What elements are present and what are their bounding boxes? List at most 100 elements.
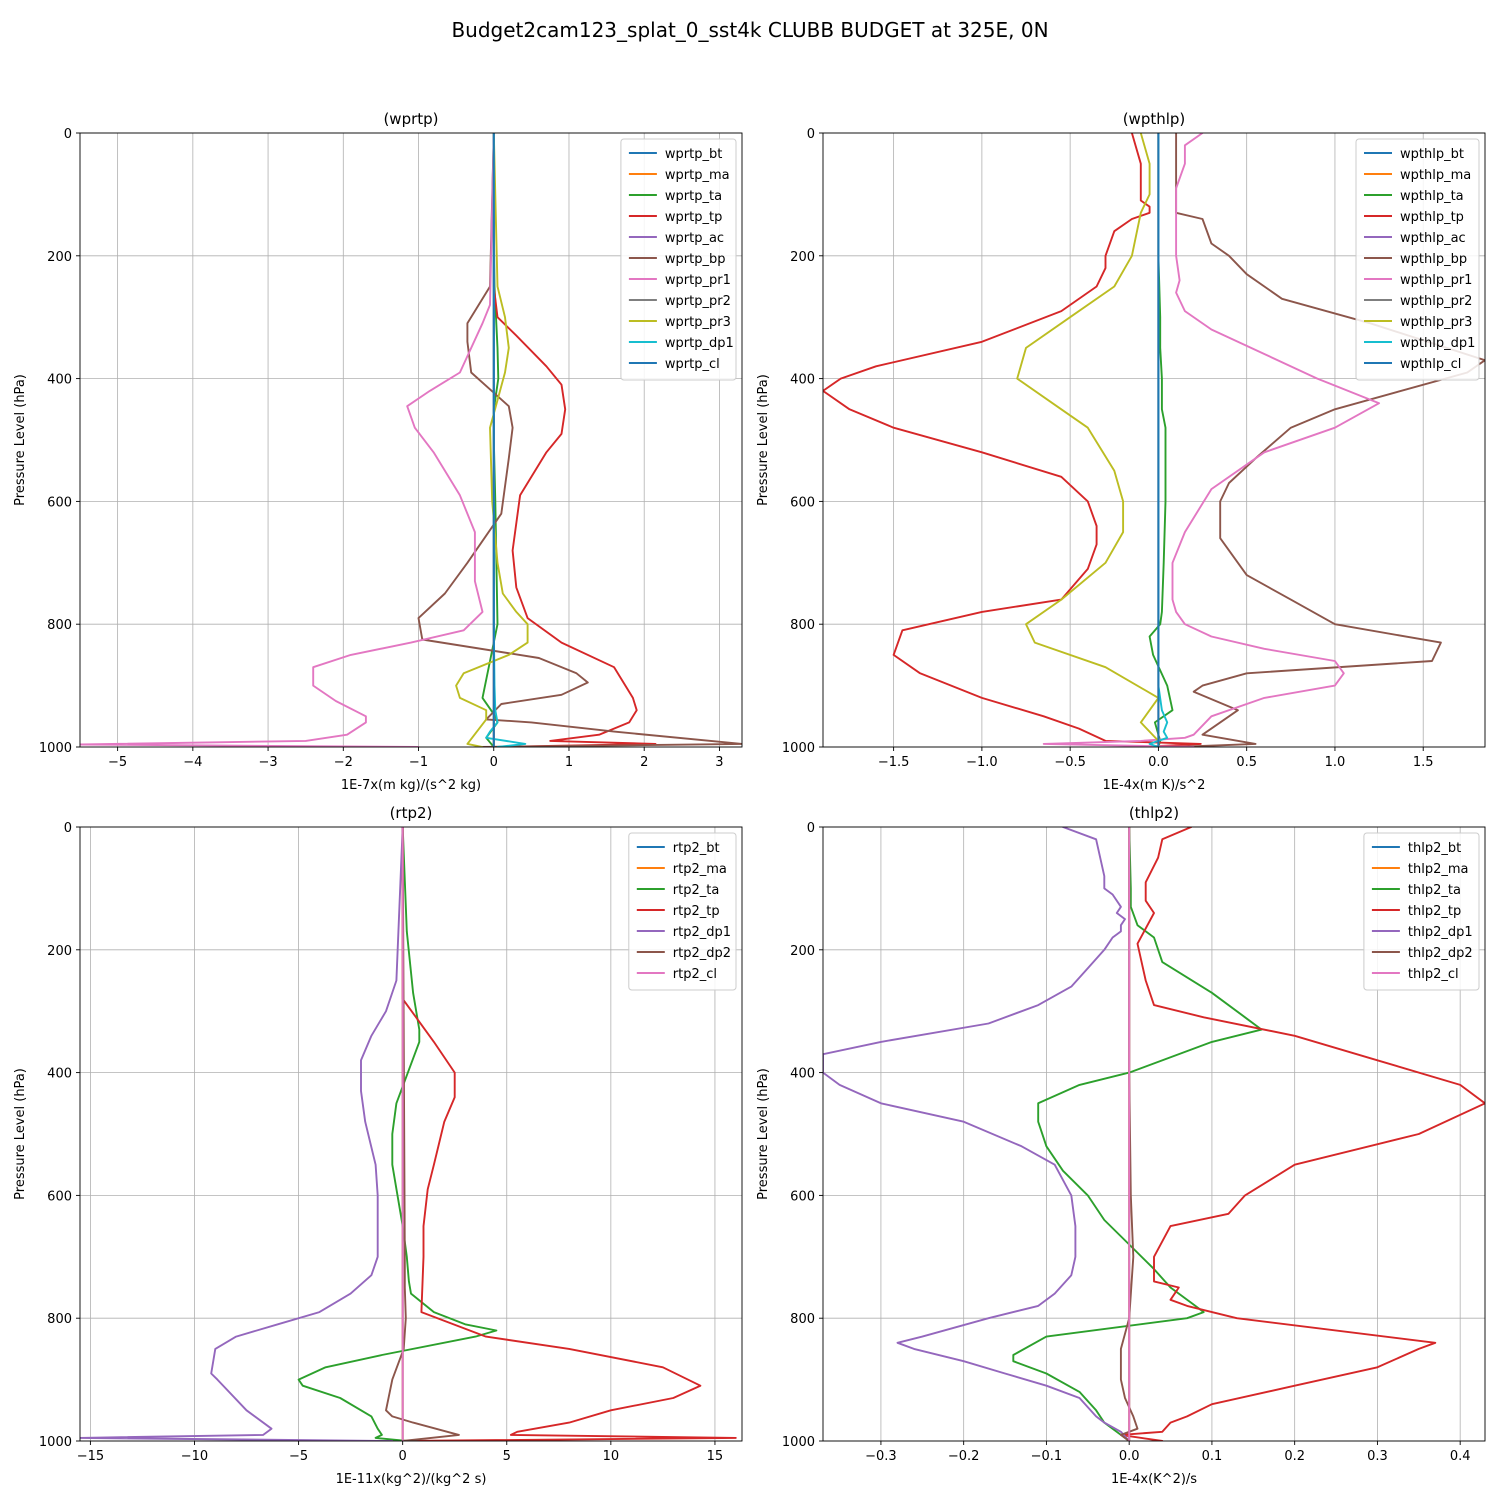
wprtp-legend: wprtp_bt wprtp_ma wprtp_ta wprtp_tp wprtp_ac…	[620, 138, 737, 381]
rtp2-x-tick-label: 0	[399, 1449, 407, 1464]
legend-label-wprtp_tp: wprtp_tp	[665, 210, 722, 225]
wprtp-x-tick-label: 2	[640, 755, 648, 770]
thlp2-axes-frame	[822, 826, 1486, 1442]
wprtp-y-tick-label: 200	[47, 250, 72, 265]
series-line-wprtp_bp	[417, 133, 742, 747]
rtp2-axes-frame	[79, 826, 743, 1442]
wpthlp-y-tick-label: 200	[790, 250, 815, 265]
rtp2-y-axis-label: Pressure Level (hPa)	[13, 1068, 28, 1200]
wprtp-x-tick-label: 3	[715, 755, 723, 770]
wpthlp-panel: −1.5 −1.0 −0.5 0.0 0.5 1.0 1.5 0 200 400 600 800 100…	[756, 110, 1486, 793]
legend-label-thlp2_ma: thlp2_ma	[1408, 862, 1469, 877]
wprtp-y-tick-label: 400	[47, 373, 72, 388]
series-line-rtp2_ta	[297, 827, 498, 1441]
wprtp-x-tick-label: −1	[409, 755, 428, 770]
series-line-wprtp_pr1	[80, 133, 495, 747]
legend-label-thlp2_ta: thlp2_ta	[1408, 883, 1461, 898]
wprtp-x-tick-label: 1	[565, 755, 573, 770]
legend-label-wpthlp_dp1: wpthlp_dp1	[1400, 336, 1475, 351]
thlp2-y-tick-label: 800	[790, 1312, 815, 1327]
wpthlp-y-tick-label: 400	[790, 373, 815, 388]
thlp2-y-tick-label: 1000	[782, 1435, 815, 1450]
rtp2-panel-title: (rtp2)	[390, 804, 433, 822]
series-line-wpthlp_ta	[1148, 133, 1174, 747]
thlp2-x-tick-label: 0.2	[1284, 1449, 1305, 1464]
thlp2-x-axis-label: 1E-4x(K^2)/s	[1111, 1472, 1197, 1487]
rtp2-y-tick-label: 200	[47, 944, 72, 959]
thlp2-y-tick-label: 400	[790, 1067, 815, 1082]
legend-label-rtp2_cl: rtp2_cl	[673, 967, 717, 982]
rtp2-x-axis-label: 1E-11x(kg^2)/(kg^2 s)	[336, 1472, 487, 1487]
legend-label-rtp2_tp: rtp2_tp	[673, 904, 720, 919]
legend-label-thlp2_dp2: thlp2_dp2	[1408, 946, 1473, 961]
series-line-wprtp_pr3	[455, 133, 529, 747]
legend-label-rtp2_ma: rtp2_ma	[673, 862, 727, 877]
thlp2-x-tick-label: 0.1	[1202, 1449, 1223, 1464]
legend-label-wpthlp_pr2: wpthlp_pr2	[1400, 294, 1472, 309]
legend-label-wprtp_ac: wprtp_ac	[665, 231, 724, 246]
wpthlp-legend: wpthlp_bt wpthlp_ma wpthlp_ta wpthlp_tpwpth…	[1355, 138, 1480, 381]
figure-title: Budget2cam123_splat_0_sst4k CLUBB BUDGET…	[451, 18, 1048, 42]
rtp2-y-tick-label: 1000	[39, 1435, 72, 1450]
wprtp-y-tick-label: 1000	[39, 741, 72, 756]
legend-label-thlp2_bt: thlp2_bt	[1408, 841, 1461, 856]
wpthlp-x-tick-label: 0.5	[1236, 755, 1257, 770]
thlp2-x-tick-label: 0.4	[1450, 1449, 1471, 1464]
series-line-thlp2_ta	[1012, 827, 1263, 1441]
legend-label-wpthlp_bt: wpthlp_bt	[1400, 147, 1464, 162]
legend-label-wprtp_bp: wprtp_bp	[665, 252, 726, 267]
legend-label-wpthlp_bp: wpthlp_bp	[1400, 252, 1467, 267]
thlp2-y-tick-label: 200	[790, 944, 815, 959]
wpthlp-y-axis-label: Pressure Level (hPa)	[756, 374, 771, 506]
series-line-rtp2_dp1	[80, 827, 404, 1441]
legend-label-wprtp_pr2: wprtp_pr2	[665, 294, 731, 309]
thlp2-x-tick-label: −0.2	[948, 1449, 980, 1464]
legend-label-thlp2_tp: thlp2_tp	[1408, 904, 1461, 919]
wpthlp-x-tick-label: −0.5	[1054, 755, 1086, 770]
thlp2-x-tick-label: 0.3	[1367, 1449, 1388, 1464]
wpthlp-x-tick-label: −1.0	[966, 755, 998, 770]
rtp2-legend: rtp2_bt rtp2_ma rtp2_ta rtp2_tp rtp2_dp1 rtp2…	[628, 832, 737, 991]
wpthlp-x-tick-label: 0.0	[1148, 755, 1169, 770]
wprtp-x-axis-label: 1E-7x(m kg)/(s^2 kg)	[341, 778, 481, 793]
legend-label-wpthlp_ta: wpthlp_ta	[1400, 189, 1464, 204]
series-line-wpthlp_bp	[1175, 133, 1485, 747]
thlp2-x-tick-label: 0.0	[1119, 1449, 1140, 1464]
legend-label-wprtp_ma: wprtp_ma	[665, 168, 730, 183]
legend-label-wprtp_cl: wprtp_cl	[665, 357, 720, 372]
wprtp-y-tick-label: 0	[64, 127, 72, 142]
wprtp-y-axis-label: Pressure Level (hPa)	[13, 374, 28, 506]
wpthlp-x-tick-label: −1.5	[878, 755, 910, 770]
wpthlp-panel-title: (wpthlp)	[1123, 110, 1186, 128]
wprtp-axes-frame	[79, 132, 743, 748]
legend-label-wpthlp_cl: wpthlp_cl	[1400, 357, 1461, 372]
wpthlp-x-axis-label: 1E-4x(m K)/s^2	[1103, 778, 1206, 793]
series-line-thlp2_tp	[1119, 827, 1485, 1441]
thlp2-x-tick-label: −0.3	[865, 1449, 897, 1464]
wprtp-x-tick-label: −2	[334, 755, 353, 770]
series-line-wpthlp_pr3	[1016, 133, 1160, 747]
legend-label-thlp2_cl: thlp2_cl	[1408, 967, 1459, 982]
series-line-wpthlp_pr1	[1042, 133, 1381, 747]
legend-label-rtp2_ta: rtp2_ta	[673, 883, 720, 898]
rtp2-y-tick-label: 600	[47, 1189, 72, 1204]
rtp2-x-tick-label: −15	[77, 1449, 104, 1464]
wpthlp-axes-frame	[822, 132, 1486, 748]
legend-label-wprtp_dp1: wprtp_dp1	[665, 336, 734, 351]
series-line-rtp2_dp2	[385, 827, 460, 1441]
rtp2-x-tick-label: −5	[289, 1449, 308, 1464]
legend-label-wprtp_ta: wprtp_ta	[665, 189, 722, 204]
rtp2-x-tick-label: 5	[503, 1449, 511, 1464]
wpthlp-y-tick-label: 600	[790, 495, 815, 510]
rtp2-y-tick-label: 400	[47, 1067, 72, 1082]
legend-label-rtp2_bt: rtp2_bt	[673, 841, 720, 856]
thlp2-legend-box	[1363, 832, 1480, 991]
wprtp-panel: −5 −4 −3 −2 −1 0 1 2 3 0 200 400 600 800 1000 (wprtp) 1E…	[13, 110, 743, 793]
wprtp-x-tick-label: −5	[108, 755, 127, 770]
legend-label-wprtp_pr1: wprtp_pr1	[665, 273, 731, 288]
wprtp-y-tick-label: 800	[47, 618, 72, 633]
legend-label-rtp2_dp1: rtp2_dp1	[673, 925, 731, 940]
thlp2-legend: thlp2_bt thlp2_ma thlp2_ta thlp2_tp thlp2_dp…	[1363, 832, 1480, 991]
